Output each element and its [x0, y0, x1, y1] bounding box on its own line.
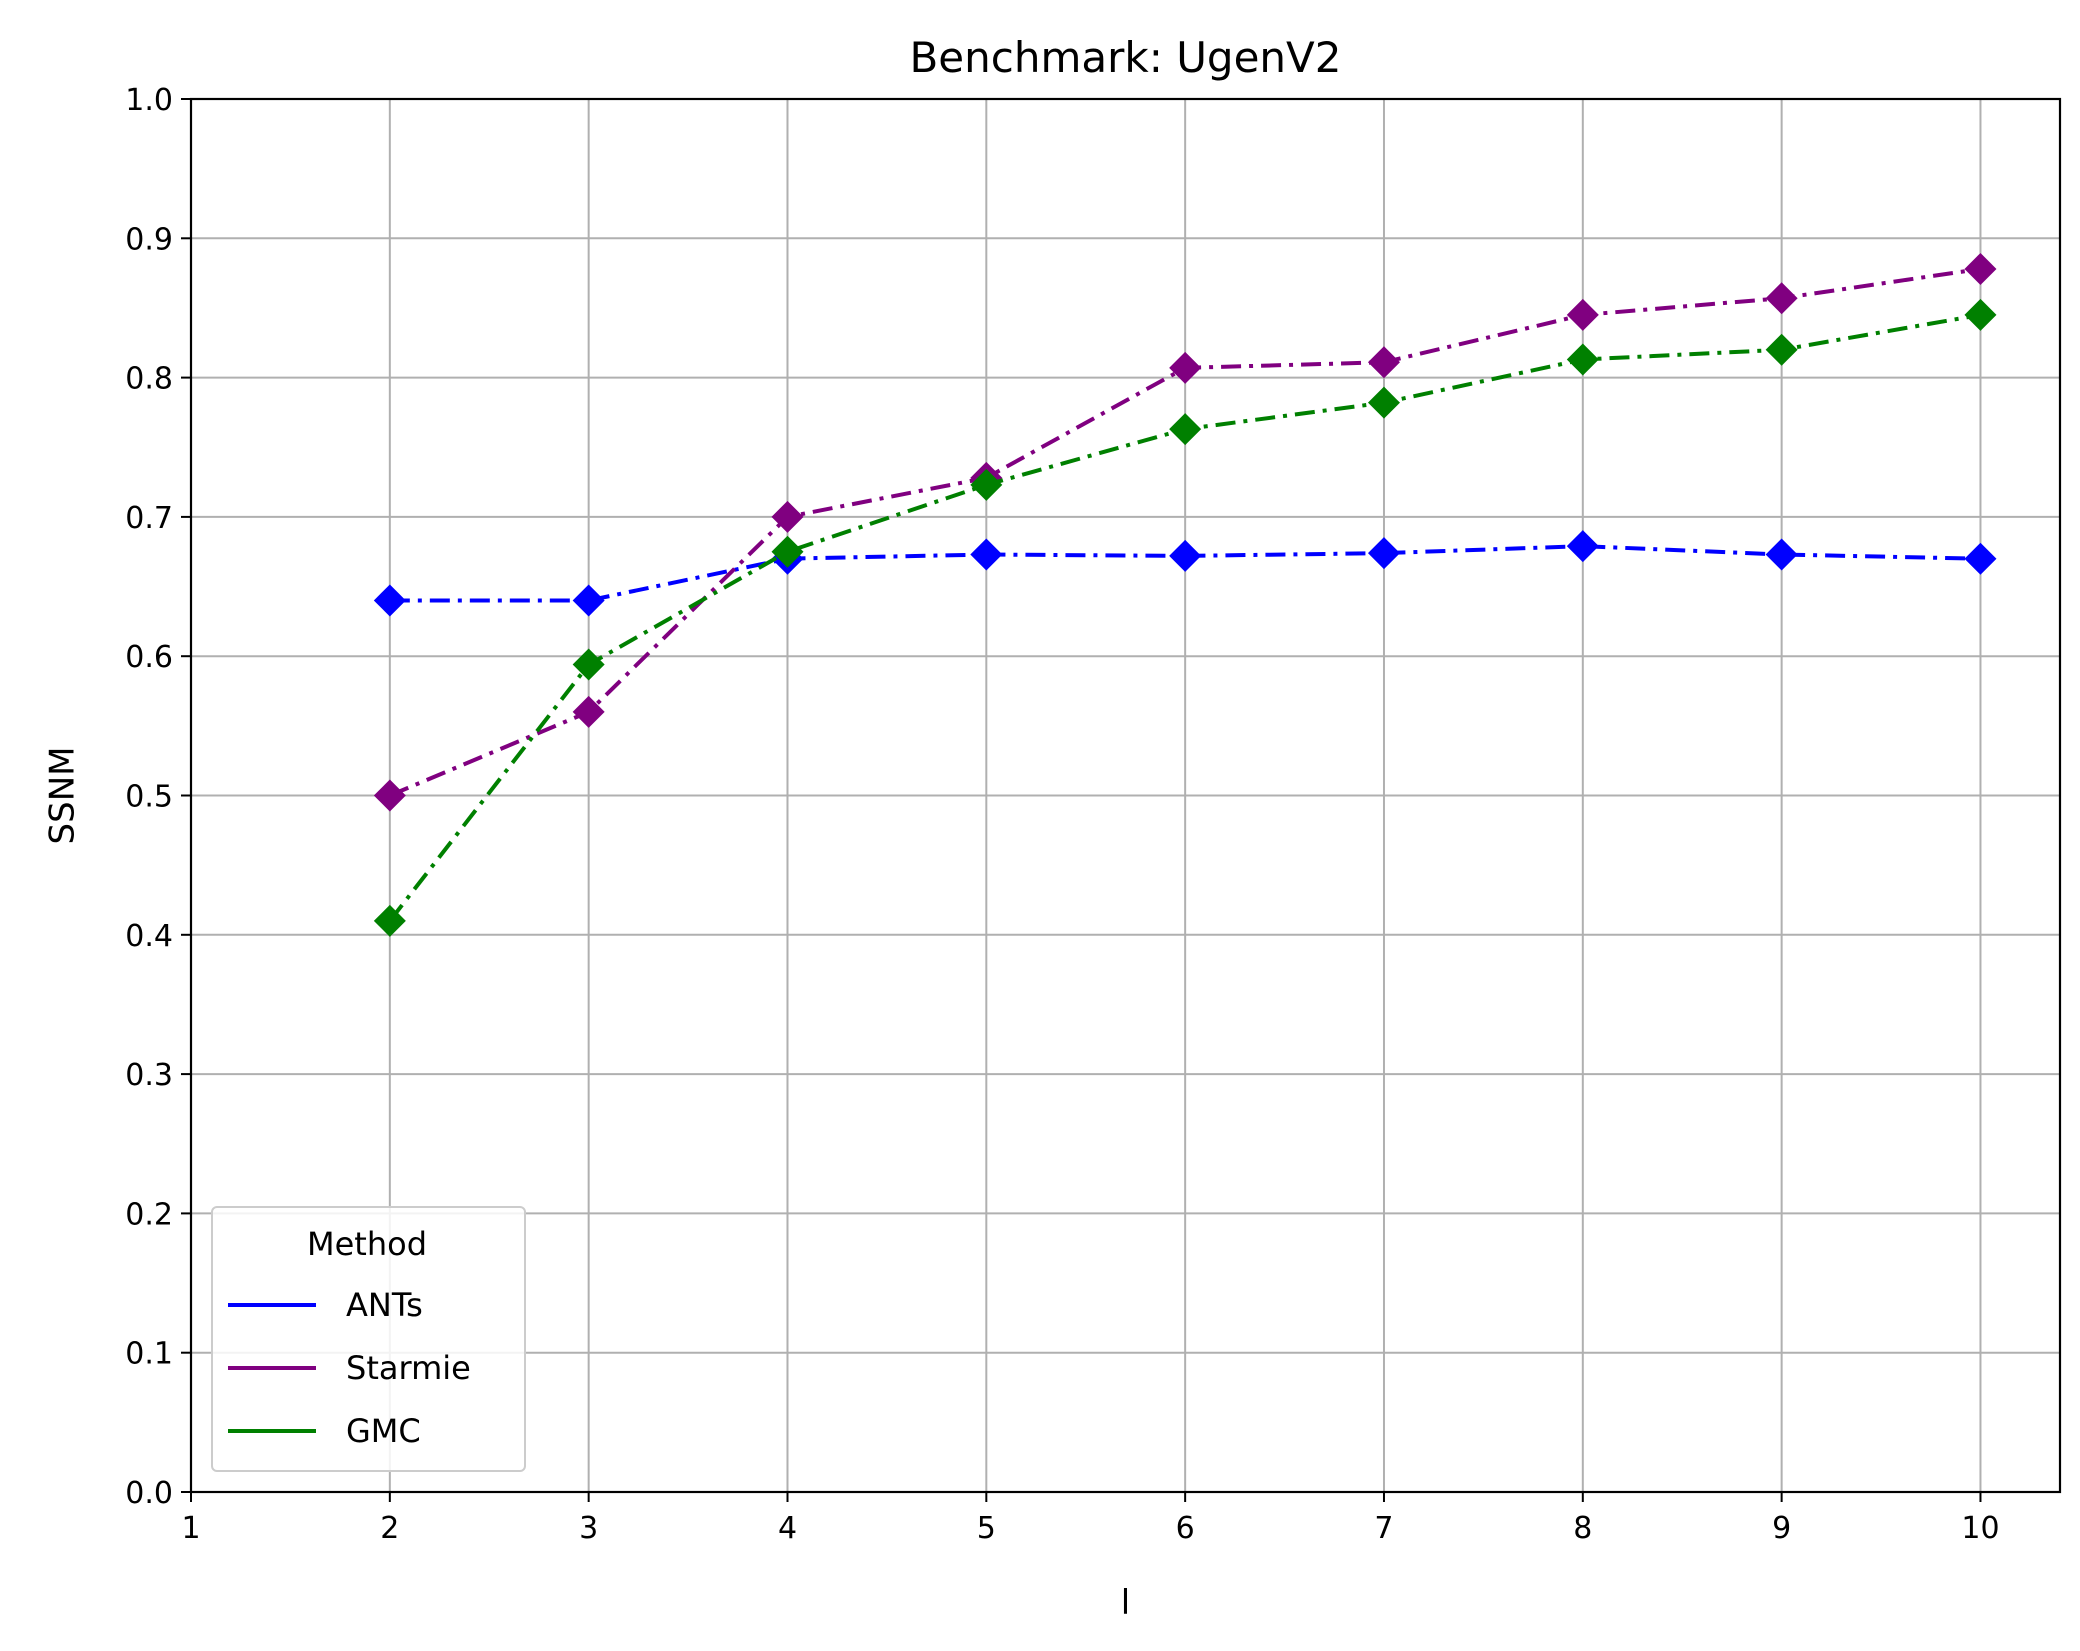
data-point-marker: [1367, 346, 1400, 379]
y-axis-label: SSNM: [43, 747, 83, 845]
x-tick-label: 4: [778, 1511, 797, 1546]
y-tick-label: 0.9: [125, 222, 173, 257]
y-tick-label: 0.2: [125, 1197, 173, 1232]
x-tick-label: 2: [380, 1511, 399, 1546]
data-point-marker: [572, 584, 605, 617]
legend-entry-starmie: Starmie: [228, 1349, 471, 1387]
legend-box: [211, 1206, 526, 1472]
x-tick-label: 1: [181, 1511, 200, 1546]
data-point-marker: [373, 904, 406, 937]
y-tick-label: 0.4: [125, 919, 173, 954]
legend-title: Method: [307, 1225, 427, 1263]
x-tick-label: 9: [1772, 1511, 1791, 1546]
y-tick-label: 0.0: [125, 1476, 173, 1511]
legend-label: Starmie: [346, 1349, 471, 1387]
data-point-marker: [1566, 530, 1599, 563]
chart-title: Benchmark: UgenV2: [909, 33, 1341, 82]
legend-entry-ants: ANTs: [228, 1286, 423, 1324]
data-point-marker: [771, 500, 804, 533]
x-axis-label: l: [1121, 1583, 1130, 1623]
x-tick-label: 3: [579, 1511, 598, 1546]
legend-entry-gmc: GMC: [228, 1412, 421, 1450]
ticks: 1 2 3 4 5 6 7 8 9 10 0.0 0.1 0.2 0.3 0.4 0.5 0.6 0.7 0.8 0.…: [125, 83, 1999, 1546]
series-layer: [373, 252, 1997, 937]
y-tick-label: 0.5: [125, 780, 173, 815]
data-point-marker: [572, 695, 605, 728]
data-point-marker: [1765, 538, 1798, 571]
data-point-marker: [1169, 351, 1202, 384]
y-tick-label: 0.7: [125, 501, 173, 536]
data-point-marker: [1566, 298, 1599, 331]
data-point-marker: [1169, 539, 1202, 572]
data-point-marker: [572, 648, 605, 681]
y-tick-label: 0.1: [125, 1337, 173, 1372]
data-point-marker: [1964, 542, 1997, 575]
x-tick-label: 8: [1573, 1511, 1592, 1546]
x-tick-label: 5: [977, 1511, 996, 1546]
data-point-marker: [1367, 386, 1400, 419]
data-point-marker: [1367, 537, 1400, 570]
x-tick-label: 10: [1961, 1511, 1999, 1546]
y-tick-label: 0.8: [125, 362, 173, 397]
data-point-marker: [373, 584, 406, 617]
data-point-marker: [1566, 343, 1599, 376]
series-ants: [373, 530, 1997, 617]
x-tick-label: 6: [1176, 1511, 1195, 1546]
data-point-marker: [1964, 252, 1997, 285]
data-point-marker: [1169, 413, 1202, 446]
series-line: [389, 544, 1981, 603]
legend: Method ANTs Starmie GMC: [211, 1206, 526, 1472]
data-point-marker: [1964, 298, 1997, 331]
y-tick-label: 0.6: [125, 640, 173, 675]
data-point-marker: [1765, 282, 1798, 315]
data-point-marker: [970, 538, 1003, 571]
data-point-marker: [1765, 333, 1798, 366]
data-point-marker: [373, 779, 406, 812]
data-point-marker: [771, 535, 804, 568]
legend-label: ANTs: [346, 1286, 423, 1324]
data-point-marker: [970, 468, 1003, 501]
legend-label: GMC: [346, 1412, 421, 1450]
y-tick-label: 0.3: [125, 1058, 173, 1093]
series-gmc: [373, 298, 1997, 937]
x-tick-label: 7: [1374, 1511, 1393, 1546]
y-tick-label: 1.0: [125, 83, 173, 118]
